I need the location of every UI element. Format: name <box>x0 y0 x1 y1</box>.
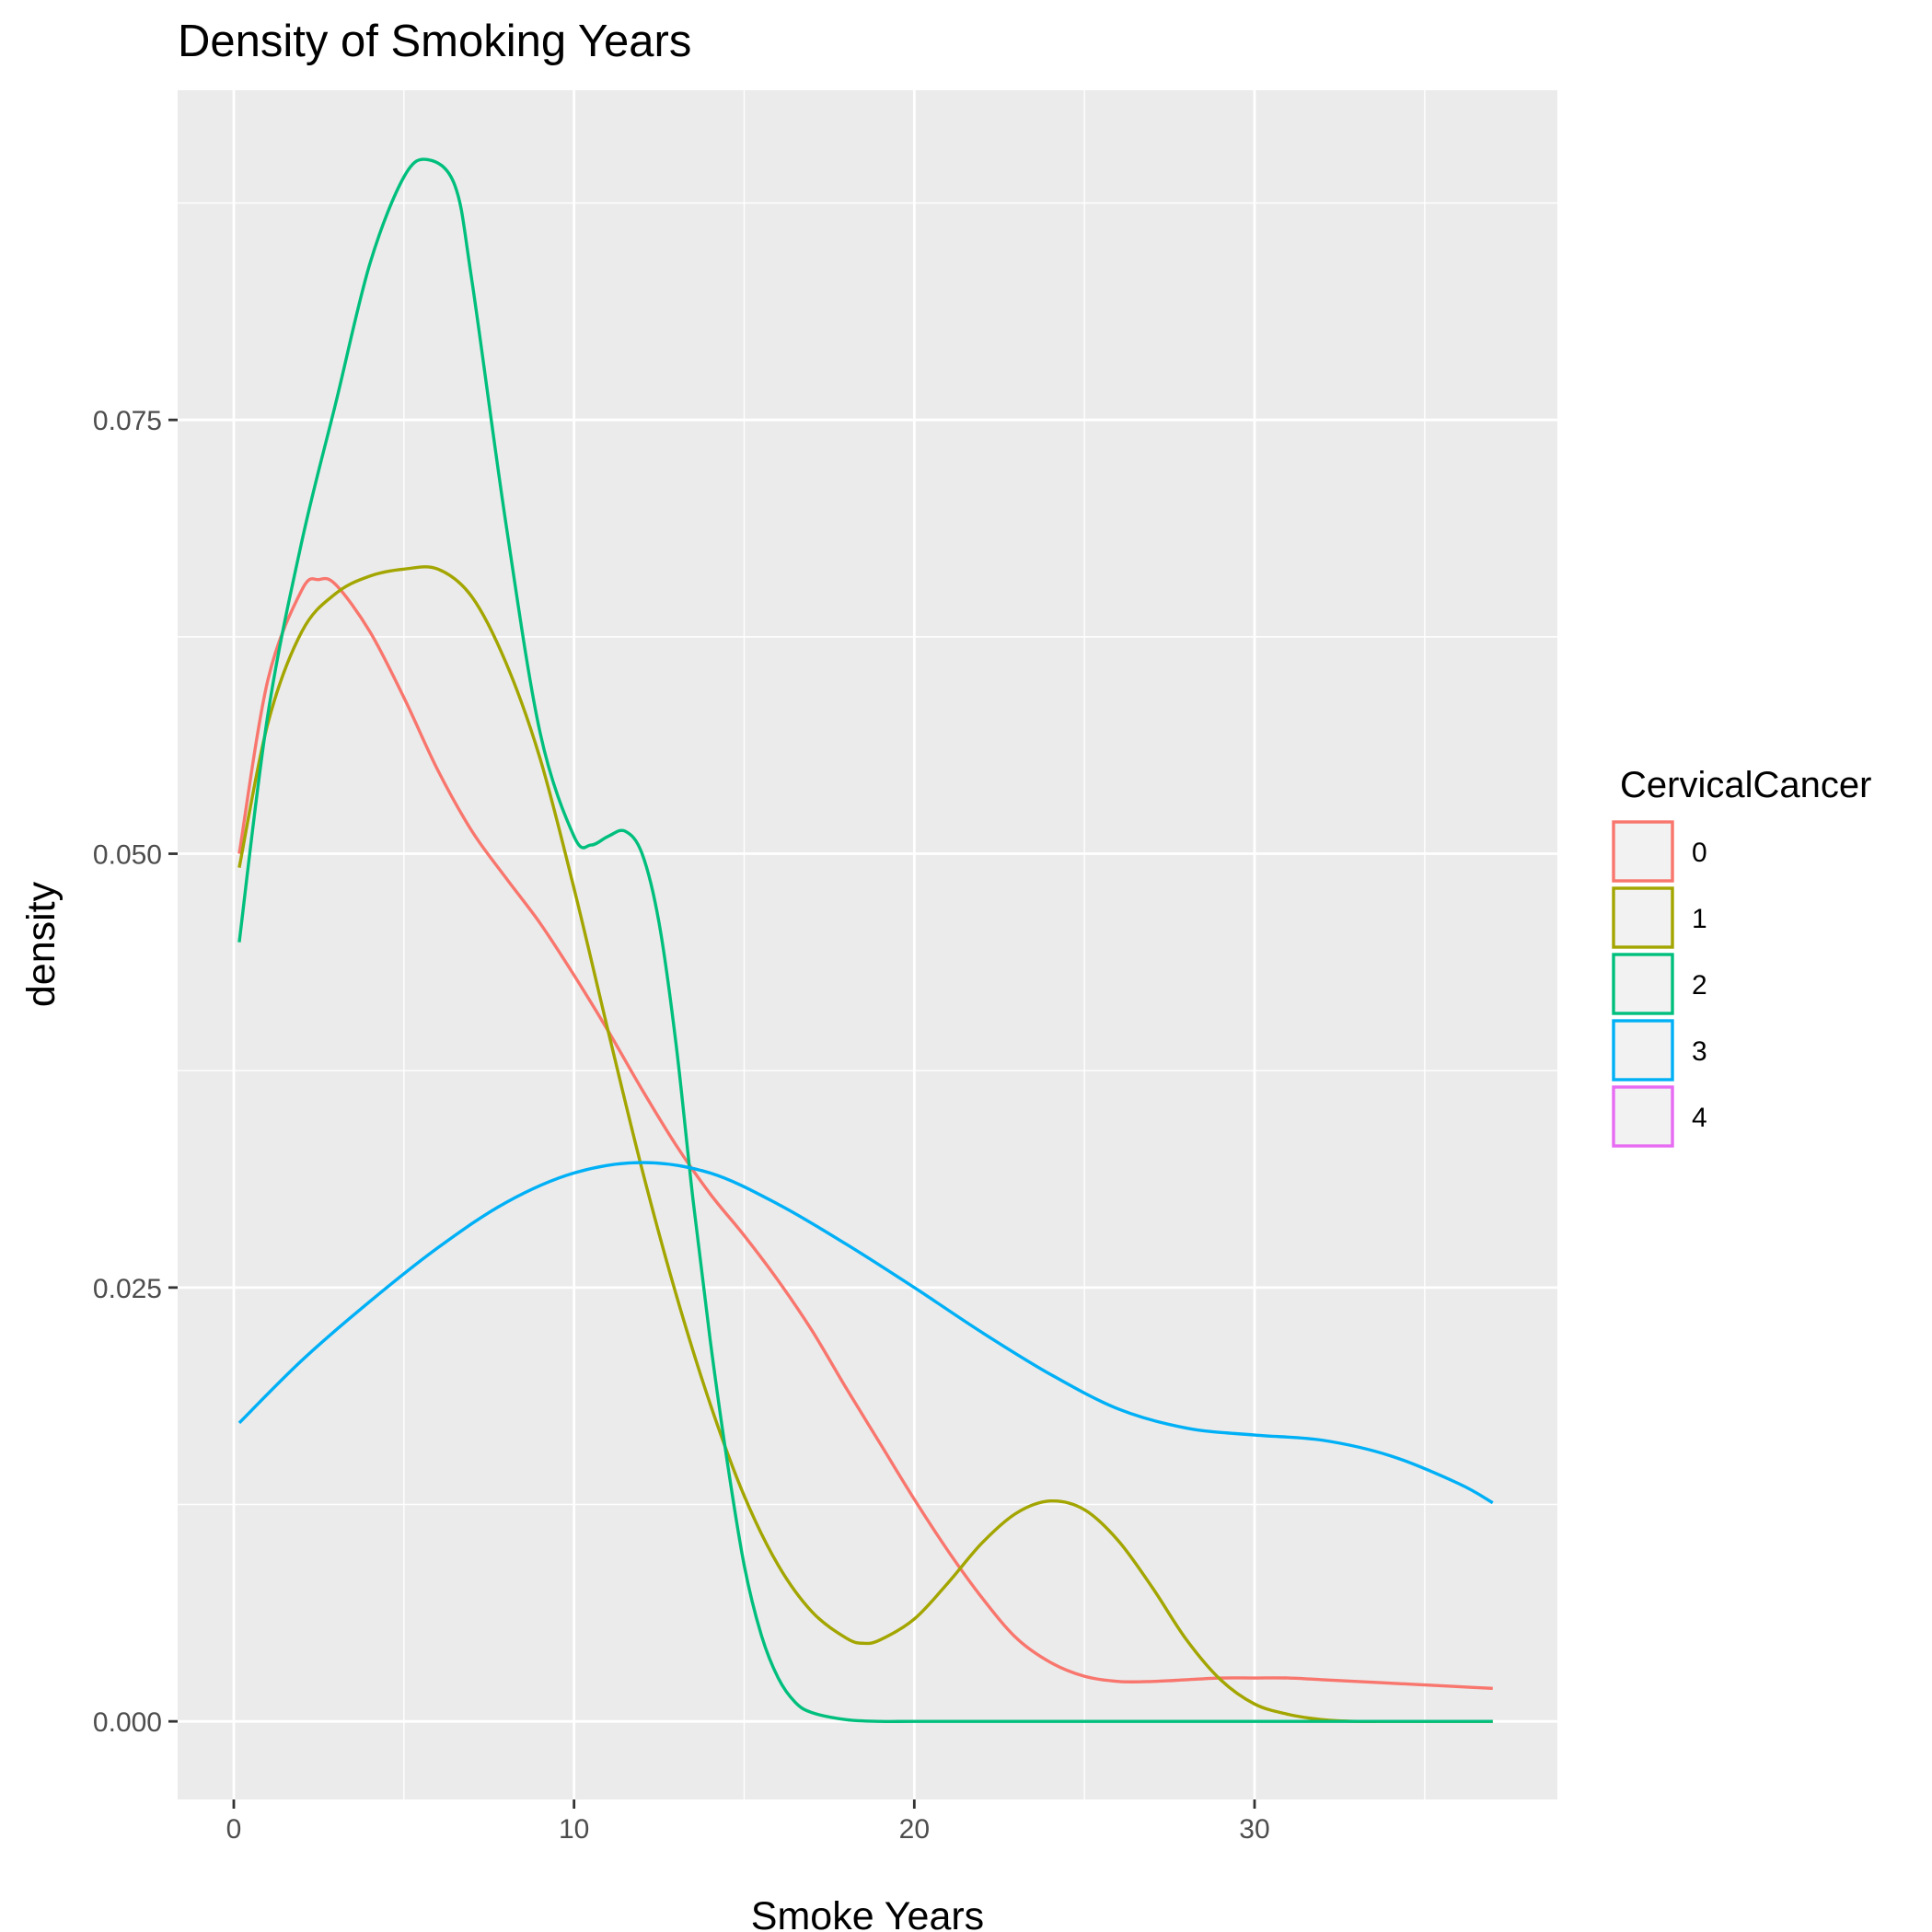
y-tick-label: 0.050 <box>93 840 162 871</box>
x-tick-label: 30 <box>1239 1814 1269 1845</box>
x-tick-label: 0 <box>226 1814 242 1845</box>
legend-key <box>1612 820 1674 883</box>
legend-title: CervicalCancer <box>1620 765 1871 805</box>
legend-label: 3 <box>1692 1036 1707 1067</box>
plot-panel <box>178 90 1557 1799</box>
y-tick-label: 0.000 <box>93 1707 162 1738</box>
legend-item-3: 3 <box>1612 1019 1707 1082</box>
legend-label: 4 <box>1692 1103 1707 1133</box>
grid-lines <box>178 90 1557 1799</box>
legend-item-0: 0 <box>1612 820 1707 883</box>
density-line-0 <box>237 576 1493 1691</box>
legend: CervicalCancer 0 1 2 3 4 <box>1612 765 1871 1148</box>
legend-label: 1 <box>1692 904 1707 934</box>
y-tick-label: 0.075 <box>93 406 162 436</box>
x-tick-label: 10 <box>559 1814 589 1845</box>
chart-title: Density of Smoking Years <box>178 17 691 66</box>
x-axis: 0 10 20 30 <box>226 1799 1270 1845</box>
legend-label: 0 <box>1692 838 1707 868</box>
legend-items: 0 1 2 3 4 <box>1612 820 1707 1148</box>
legend-key <box>1612 1085 1674 1148</box>
legend-key <box>1612 953 1674 1015</box>
x-tick-label: 20 <box>899 1814 930 1845</box>
legend-key <box>1612 886 1674 949</box>
legend-item-4: 4 <box>1612 1085 1707 1148</box>
legend-item-1: 1 <box>1612 886 1707 949</box>
density-line-2 <box>237 157 1493 1724</box>
legend-label: 2 <box>1692 970 1707 1001</box>
legend-key <box>1612 1019 1674 1082</box>
x-axis-title: Smoke Years <box>751 1894 984 1932</box>
y-axis: 0.000 0.025 0.050 0.075 <box>93 406 178 1738</box>
density-line-1 <box>237 565 1493 1724</box>
density-line-3 <box>237 1161 1494 1505</box>
legend-item-2: 2 <box>1612 953 1707 1015</box>
density-lines <box>237 157 1494 1724</box>
y-tick-label: 0.025 <box>93 1274 162 1304</box>
y-axis-title: density <box>19 881 64 1007</box>
